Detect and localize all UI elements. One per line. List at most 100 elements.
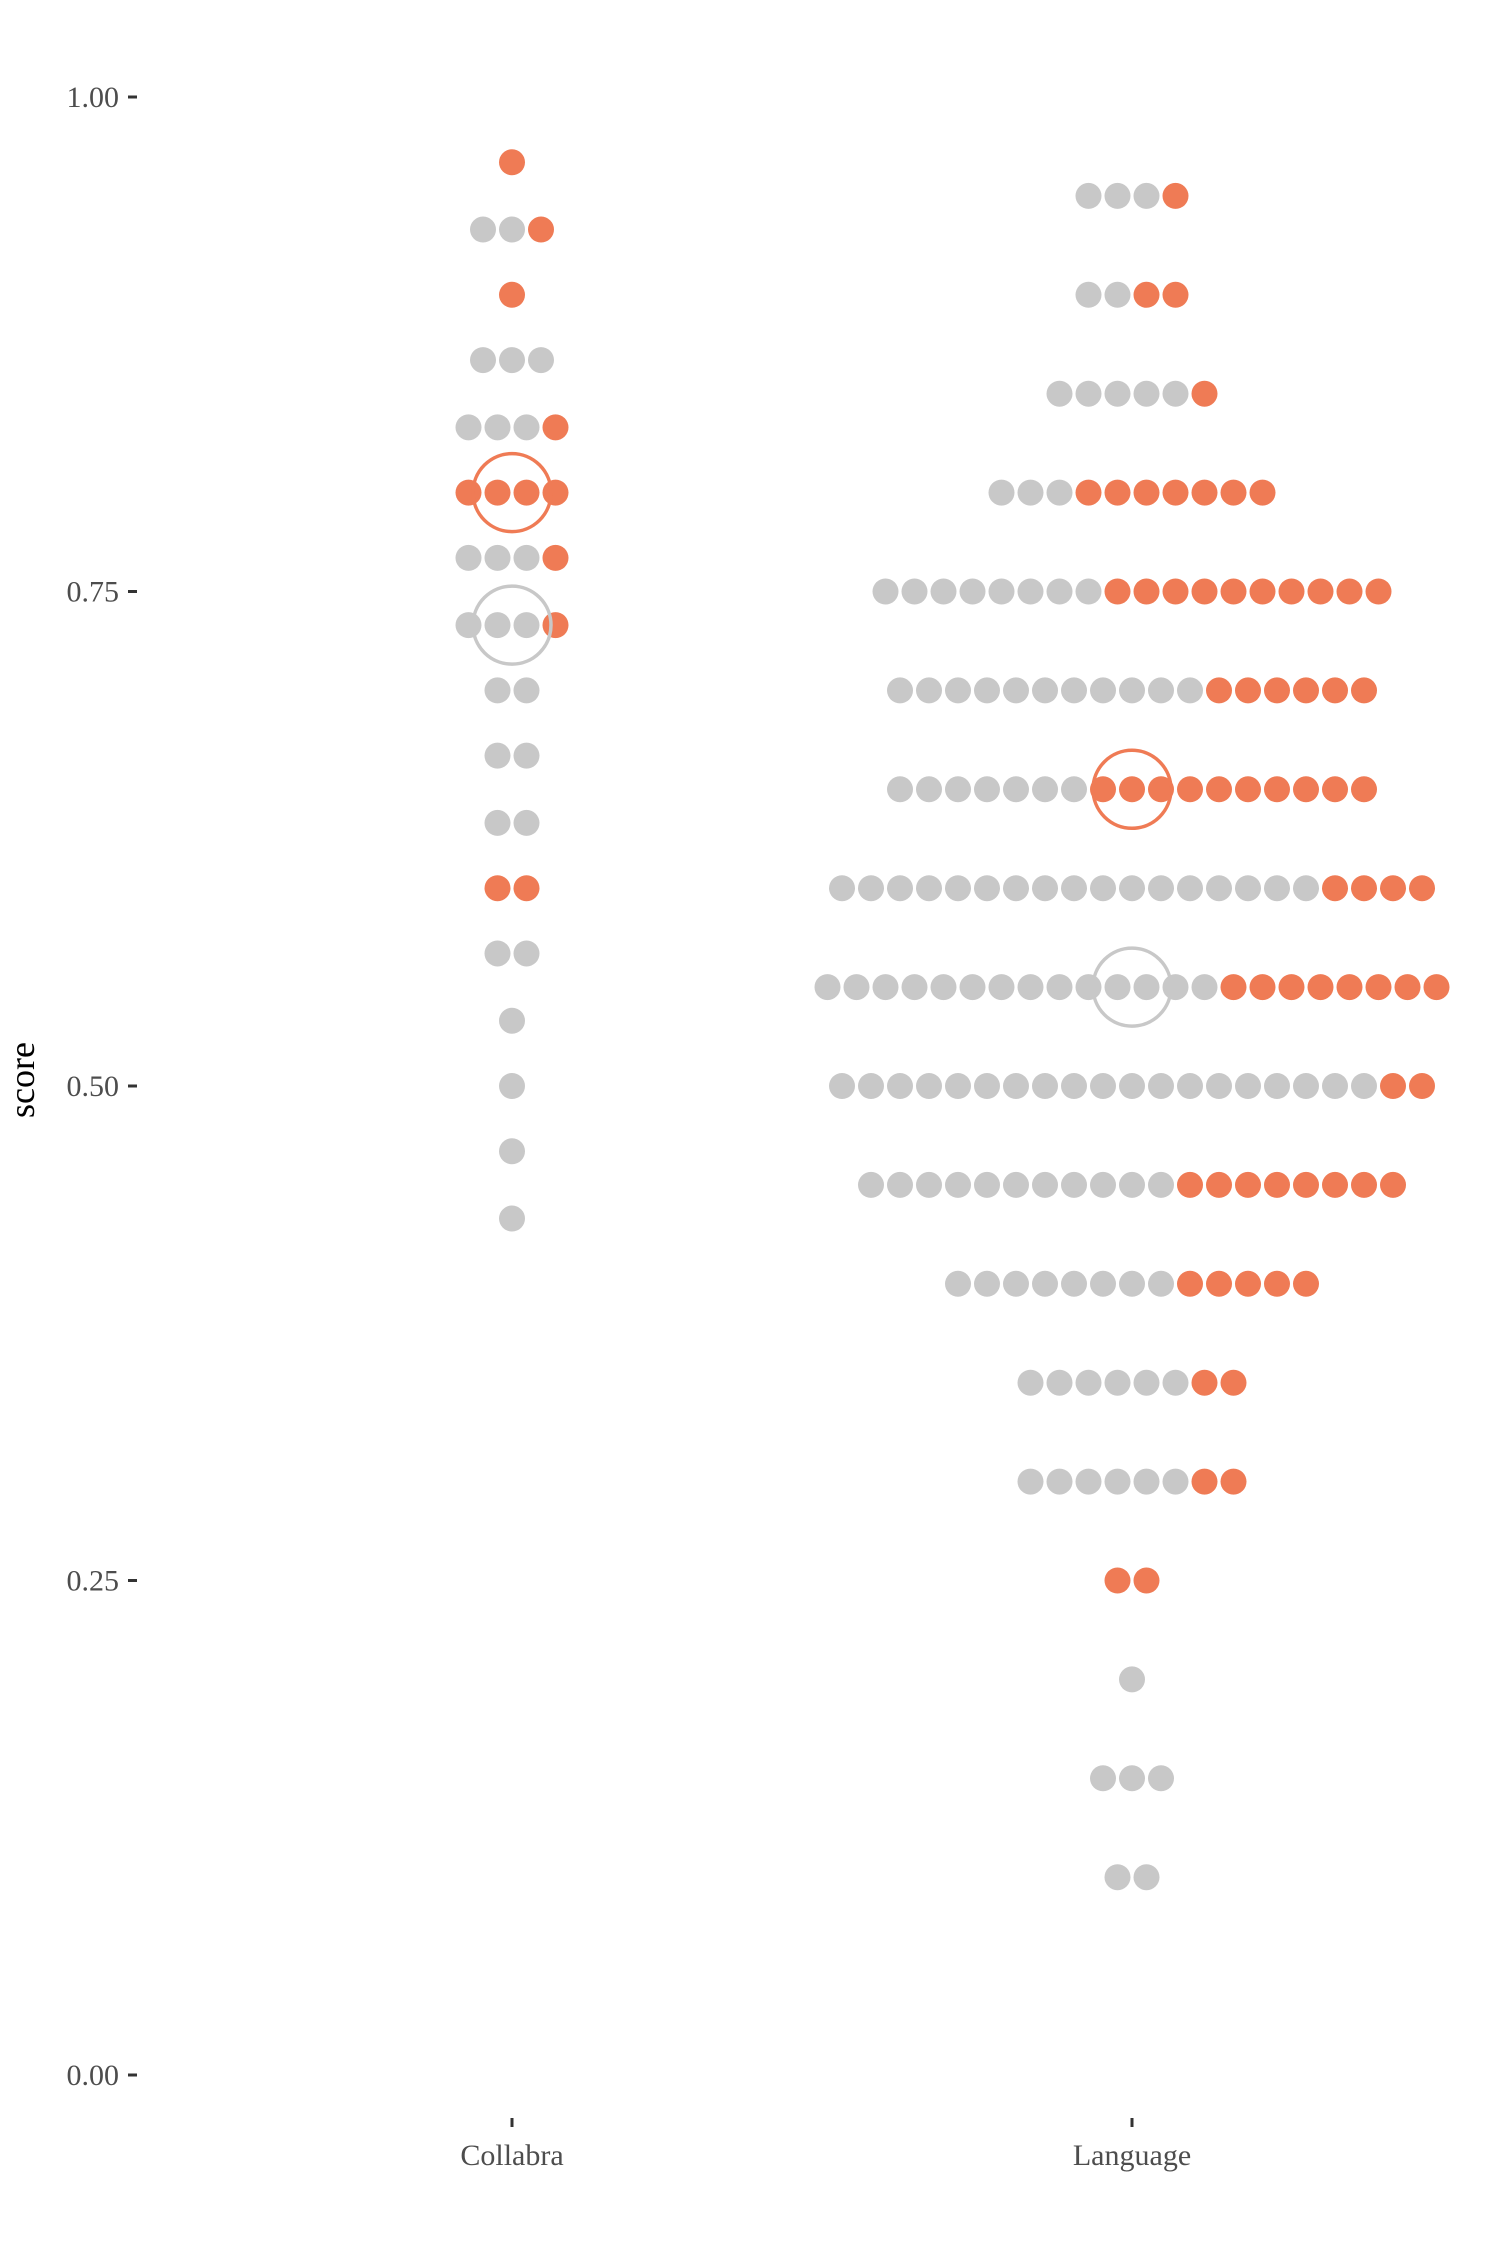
dot-gray: [1119, 875, 1145, 902]
dot-gray: [1104, 1864, 1131, 1891]
dot-gray: [1148, 1073, 1174, 1099]
dot-orange: [1249, 479, 1276, 506]
dot-orange: [1380, 875, 1406, 902]
dot-gray: [974, 677, 1000, 704]
dot-gray: [974, 1270, 1000, 1297]
dot-orange: [1104, 1567, 1131, 1594]
dot-gray: [1119, 1270, 1145, 1297]
dot-orange: [1264, 1171, 1290, 1198]
dot-gray: [513, 809, 540, 836]
dot-orange: [1220, 1369, 1247, 1396]
mean-markers-layer: [471, 451, 1173, 1028]
dot-orange: [1278, 974, 1305, 1001]
dot-gray: [1032, 1270, 1058, 1297]
dot-gray: [1133, 1864, 1160, 1891]
dot-gray: [1017, 1369, 1044, 1396]
dot-gray: [1003, 1073, 1029, 1099]
dot-orange: [542, 544, 569, 571]
dot-orange: [1206, 677, 1232, 704]
dot-gray: [858, 1073, 884, 1099]
dot-gray: [1075, 1468, 1102, 1495]
dot-orange: [1133, 1567, 1160, 1594]
dot-gray: [1133, 974, 1160, 1001]
dot-orange: [1409, 1073, 1435, 1099]
dot-orange: [1409, 875, 1435, 902]
dot-gray: [1148, 875, 1174, 902]
dot-gray: [1075, 182, 1102, 209]
dot-gray: [1119, 1666, 1145, 1693]
dot-orange: [1293, 776, 1319, 803]
dot-orange: [1365, 578, 1392, 605]
dot-gray: [988, 974, 1015, 1001]
dot-gray: [1003, 875, 1029, 902]
dot-orange: [1380, 1171, 1406, 1198]
dot-gray: [1061, 1073, 1087, 1099]
dot-gray: [1046, 1468, 1073, 1495]
dot-gray: [1032, 1171, 1058, 1198]
dot-gray: [1075, 380, 1102, 407]
dot-gray: [916, 1073, 942, 1099]
dot-orange: [1148, 776, 1174, 803]
x-axis: Collabra Language: [460, 2118, 1191, 2172]
dot-orange: [1307, 578, 1334, 605]
dot-orange: [1264, 776, 1290, 803]
dot-gray: [1148, 1270, 1174, 1297]
dot-gray: [499, 1205, 525, 1232]
dot-gray: [974, 875, 1000, 902]
dot-gray: [1075, 281, 1102, 308]
dot-gray: [1104, 1369, 1131, 1396]
dot-gray: [945, 875, 971, 902]
dot-gray: [1046, 974, 1073, 1001]
dot-gray: [843, 974, 870, 1001]
dot-gray: [1177, 875, 1203, 902]
dots-layer: [455, 149, 1450, 1891]
dot-gray: [1264, 875, 1290, 902]
dot-gray: [945, 1171, 971, 1198]
dot-orange: [1351, 677, 1377, 704]
dot-orange: [1351, 875, 1377, 902]
dot-orange: [1351, 776, 1377, 803]
dot-orange: [1162, 182, 1189, 209]
dot-gray: [455, 612, 482, 639]
dot-gray: [1075, 974, 1102, 1001]
dot-gray: [1133, 380, 1160, 407]
dot-orange: [1423, 974, 1450, 1001]
dot-gray: [916, 875, 942, 902]
dot-gray: [1090, 677, 1116, 704]
dot-orange: [499, 281, 525, 308]
dot-gray: [484, 677, 511, 704]
dot-orange: [1336, 974, 1363, 1001]
dot-gray: [1061, 875, 1087, 902]
x-tick-label: Language: [1073, 2139, 1191, 2172]
dot-gray: [1191, 974, 1218, 1001]
dot-orange: [513, 479, 540, 506]
dot-gray: [1075, 578, 1102, 605]
dot-gray: [887, 677, 913, 704]
dot-orange: [1322, 875, 1348, 902]
dot-orange: [1104, 479, 1131, 506]
dot-orange: [542, 612, 569, 639]
dot-gray: [1162, 1468, 1189, 1495]
dot-gray: [1017, 1468, 1044, 1495]
dot-gray: [1177, 677, 1203, 704]
dot-gray: [1104, 1468, 1131, 1495]
dot-orange: [1162, 281, 1189, 308]
dot-gray: [916, 677, 942, 704]
dot-gray: [470, 347, 496, 374]
dot-gray: [988, 479, 1015, 506]
dot-orange: [513, 875, 540, 902]
dot-orange: [1104, 578, 1131, 605]
dot-gray: [930, 974, 957, 1001]
dot-gray: [455, 544, 482, 571]
dot-orange: [1249, 974, 1276, 1001]
dot-orange: [1191, 479, 1218, 506]
dot-orange: [484, 875, 511, 902]
dot-gray: [945, 1073, 971, 1099]
dot-gray: [484, 742, 511, 769]
dot-gray: [1133, 1468, 1160, 1495]
dot-orange: [1133, 479, 1160, 506]
dot-gray: [945, 677, 971, 704]
dot-gray: [513, 414, 540, 441]
dot-orange: [484, 479, 511, 506]
